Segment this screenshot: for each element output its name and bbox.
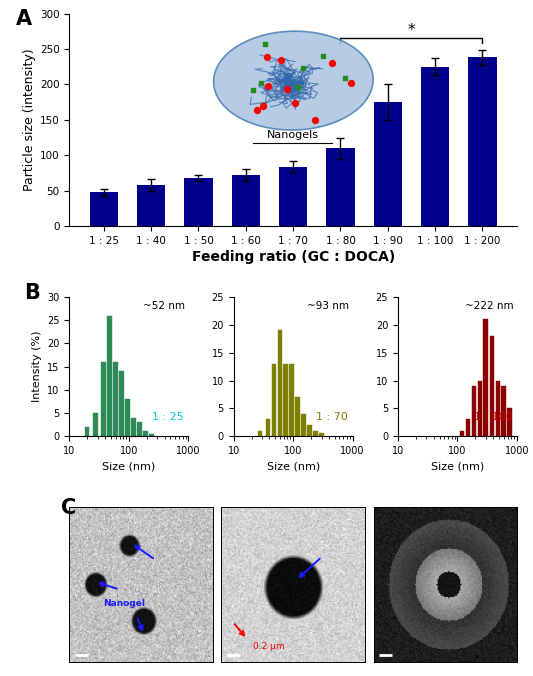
Text: *: * (408, 22, 415, 38)
Bar (489, 336, 494, 436)
Bar (472, 386, 477, 436)
Bar (279, 166, 308, 226)
Bar (313, 431, 318, 436)
Text: ~222 nm: ~222 nm (465, 301, 513, 311)
Bar (258, 431, 262, 436)
Text: B: B (24, 283, 40, 304)
Bar (483, 319, 488, 436)
Bar (289, 364, 294, 436)
Bar (101, 362, 106, 436)
Bar (421, 67, 449, 226)
Bar (469, 57, 497, 226)
Bar (85, 427, 90, 436)
Text: 1 : 70: 1 : 70 (316, 412, 348, 422)
X-axis label: Size (nm): Size (nm) (102, 462, 156, 471)
Y-axis label: Particle size (intensity): Particle size (intensity) (22, 49, 36, 191)
Bar (507, 408, 512, 436)
Bar (149, 434, 154, 436)
X-axis label: Feeding ratio (GC : DOCA): Feeding ratio (GC : DOCA) (191, 250, 395, 264)
X-axis label: Size (nm): Size (nm) (431, 462, 484, 471)
Bar (272, 364, 277, 436)
Bar (131, 418, 136, 436)
Text: 0.2 μm: 0.2 μm (253, 642, 285, 652)
Bar (90, 192, 118, 226)
Bar (143, 431, 148, 436)
Bar (374, 102, 402, 226)
Bar (308, 425, 312, 436)
Bar (232, 175, 260, 226)
Bar (184, 178, 213, 226)
Bar (319, 433, 324, 436)
Bar (502, 386, 506, 436)
Bar (326, 148, 354, 226)
Text: Nanogel: Nanogel (103, 599, 145, 608)
Text: 1 : 100: 1 : 100 (474, 412, 512, 422)
Bar (496, 381, 500, 436)
Bar (265, 419, 270, 436)
Text: C: C (61, 498, 76, 518)
Bar (119, 371, 124, 436)
Bar (283, 364, 288, 436)
Bar (301, 414, 306, 436)
Bar (125, 399, 130, 436)
Text: ~93 nm: ~93 nm (307, 301, 349, 311)
Text: ~52 nm: ~52 nm (143, 301, 185, 311)
Bar (108, 316, 112, 436)
Bar (465, 419, 470, 436)
Bar (295, 397, 300, 436)
Text: 1 : 25: 1 : 25 (152, 412, 183, 422)
Bar (278, 331, 282, 436)
Bar (460, 431, 464, 436)
Y-axis label: Intensity (%): Intensity (%) (31, 331, 42, 402)
X-axis label: Size (nm): Size (nm) (266, 462, 320, 471)
Bar (137, 185, 165, 226)
Bar (478, 381, 482, 436)
Text: A: A (15, 9, 31, 29)
Bar (113, 362, 118, 436)
Bar (93, 413, 98, 436)
Bar (137, 422, 142, 436)
